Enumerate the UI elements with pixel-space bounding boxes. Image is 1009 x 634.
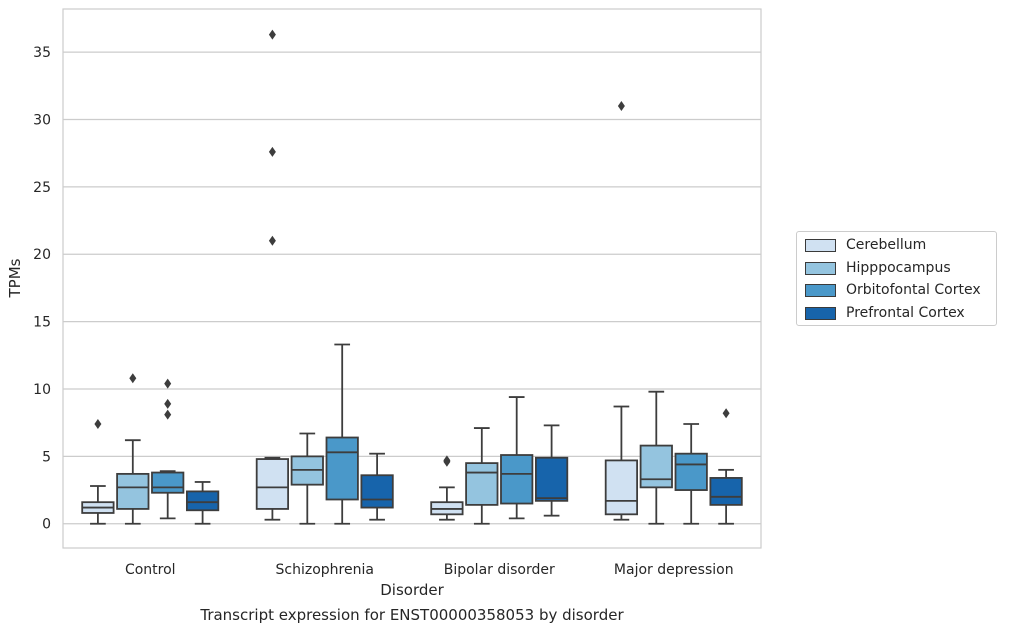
box-group	[674, 423, 708, 525]
box-group	[430, 455, 464, 521]
grid-lines	[63, 51, 761, 525]
y-tick-label: 20	[33, 247, 51, 263]
box-group	[116, 373, 150, 525]
y-tick-label: 5	[42, 449, 51, 465]
y-tick-label: 10	[33, 382, 51, 398]
box-iqr	[151, 471, 185, 494]
legend-item-orbitofrontal: Orbitofontal Cortex	[805, 280, 981, 300]
y-axis-label: TPMs	[6, 258, 24, 298]
box-group	[360, 452, 394, 521]
box-group	[465, 427, 499, 525]
x-axis-label: Disorder	[380, 581, 444, 599]
box-iqr	[500, 454, 534, 505]
legend-swatch-hippocampus	[805, 261, 836, 275]
box-iqr	[360, 474, 394, 509]
y-tick-label: 35	[33, 45, 51, 61]
y-tick-label: 25	[33, 180, 51, 196]
box-iqr	[709, 477, 743, 506]
box-group	[290, 432, 324, 525]
legend-swatch-cerebellum	[805, 238, 836, 252]
box-iqr	[116, 472, 150, 510]
box-group	[534, 424, 569, 517]
plot-frame	[62, 8, 762, 549]
outlier-point	[129, 373, 137, 384]
legend-item-prefrontal: Prefrontal Cortex	[805, 303, 965, 323]
x-tick-labels: Control Schizophrenia Bipolar disorder Majo…	[125, 562, 734, 578]
box-iqr	[465, 462, 499, 506]
box-group	[81, 419, 115, 525]
chart-caption: Transcript expression for ENST0000035805…	[200, 606, 624, 624]
outlier-point	[617, 101, 625, 112]
x-tick-label: Major depression	[614, 562, 734, 578]
box-group	[255, 29, 290, 521]
box-iqr	[639, 444, 673, 489]
x-tick-label: Control	[125, 562, 176, 578]
y-tick-label: 30	[33, 112, 51, 128]
box-iqr	[674, 452, 708, 491]
box-iqr	[325, 436, 359, 501]
legend-swatch-prefrontal	[805, 306, 836, 320]
outlier-point	[722, 408, 730, 419]
legend-item-cerebellum: Cerebellum	[805, 235, 926, 255]
box-iqr	[185, 490, 220, 512]
legend-item-hippocampus: Hipppocampus	[805, 258, 951, 278]
legend-label-hippocampus: Hipppocampus	[846, 260, 951, 276]
box-group	[500, 396, 534, 520]
outlier-point	[443, 455, 451, 466]
outlier-point	[164, 378, 172, 389]
outlier-point	[164, 409, 172, 420]
y-tick-label: 15	[33, 315, 51, 331]
outlier-point	[164, 398, 172, 409]
legend-label-orbitofrontal: Orbitofontal Cortex	[846, 282, 981, 298]
box-group	[709, 408, 743, 525]
legend-label-prefrontal: Prefrontal Cortex	[846, 305, 965, 321]
box-iqr	[604, 459, 639, 516]
box-group	[639, 390, 673, 525]
box-iqr	[534, 456, 569, 502]
outlier-point	[268, 146, 276, 157]
x-tick-label: Schizophrenia	[276, 562, 374, 578]
y-tick-label: 0	[42, 517, 51, 533]
box-iqr	[255, 458, 290, 510]
legend-label-cerebellum: Cerebellum	[846, 237, 927, 253]
outlier-point	[268, 29, 276, 40]
box-group	[185, 481, 220, 525]
boxes	[81, 29, 743, 525]
outlier-point	[94, 419, 102, 430]
outlier-point	[268, 235, 276, 246]
legend-swatch-orbitofrontal	[805, 283, 836, 297]
box-group	[325, 343, 359, 525]
box-group	[151, 378, 185, 520]
box-group	[604, 101, 639, 521]
y-tick-labels: 0 5 10 15 20 25 30 35	[33, 45, 51, 533]
legend: Cerebellum Hipppocampus Orbitofontal Cor…	[796, 231, 997, 326]
x-tick-label: Bipolar disorder	[444, 562, 555, 578]
